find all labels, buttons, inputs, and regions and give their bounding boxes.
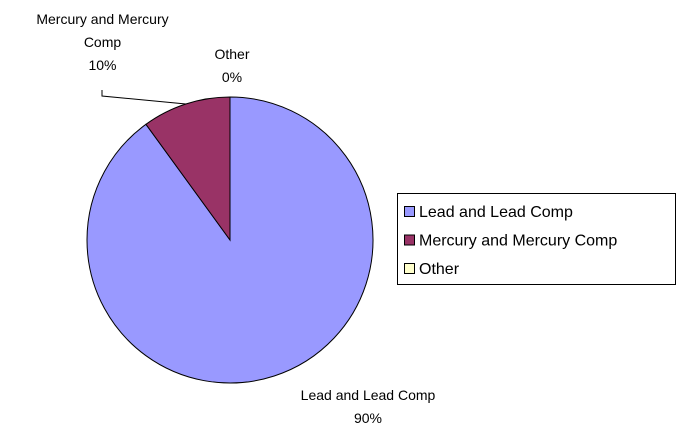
leader-line <box>101 90 187 105</box>
data-label-category: Mercury and Mercury Comp <box>36 11 169 50</box>
legend-swatch <box>404 206 415 217</box>
legend-label: Other <box>419 261 460 278</box>
legend-box <box>397 193 676 285</box>
data-label: Lead and Lead Comp 90% <box>268 384 468 426</box>
legend-swatch <box>404 234 415 246</box>
data-label: Other 0% <box>192 43 272 89</box>
legend-label: Mercury and Mercury Comp <box>419 233 617 250</box>
data-label-value: 10% <box>88 57 117 73</box>
legend-label: Lead and Lead Comp <box>419 204 573 221</box>
data-label-category: Other <box>214 46 250 62</box>
legend-swatch <box>404 263 415 274</box>
data-label-value: 90% <box>353 410 383 426</box>
data-label: Mercury and Mercury Comp 10% <box>20 8 185 77</box>
data-label-category: Lead and Lead Comp <box>300 387 436 403</box>
data-label-value: 0% <box>221 69 243 85</box>
